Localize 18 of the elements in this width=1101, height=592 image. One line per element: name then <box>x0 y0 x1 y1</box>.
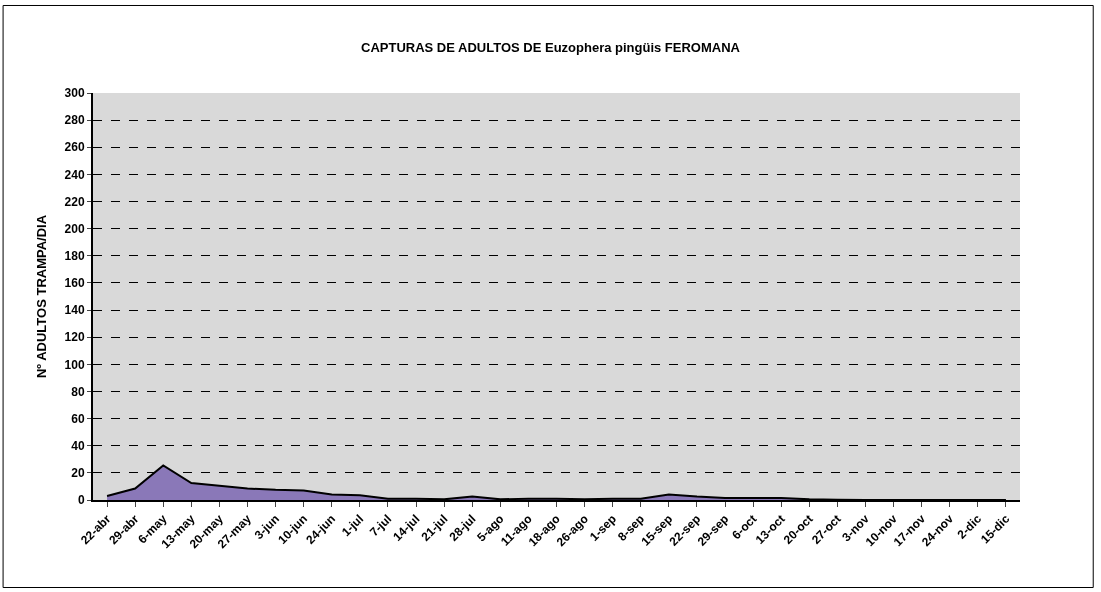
y-tick-label: 40 <box>71 438 85 453</box>
y-tick-label: 220 <box>64 194 85 209</box>
y-tick-label: 180 <box>64 249 85 263</box>
y-tick-label: 160 <box>64 276 85 291</box>
y-tick-label: 140 <box>64 303 85 318</box>
y-tick-label: 100 <box>64 357 85 372</box>
y-tick-label: 300 <box>64 86 85 101</box>
y-tick-label: 280 <box>64 113 85 128</box>
y-tick-label: 260 <box>64 140 85 155</box>
y-tick-label: 240 <box>64 167 85 182</box>
y-tick-label: 60 <box>71 411 85 426</box>
y-tick-label: 80 <box>71 384 85 399</box>
y-tick-label: 20 <box>71 466 85 481</box>
y-axis-title: Nº ADULTOS TRAMPA/DIA <box>34 214 50 379</box>
y-tick-label: 200 <box>64 221 85 236</box>
y-tick-label: 0 <box>77 493 85 508</box>
y-tick-label: 120 <box>64 330 85 345</box>
chart-title: CAPTURAS DE ADULTOS DE Euzophera pingüis FEROMANA <box>361 39 741 55</box>
